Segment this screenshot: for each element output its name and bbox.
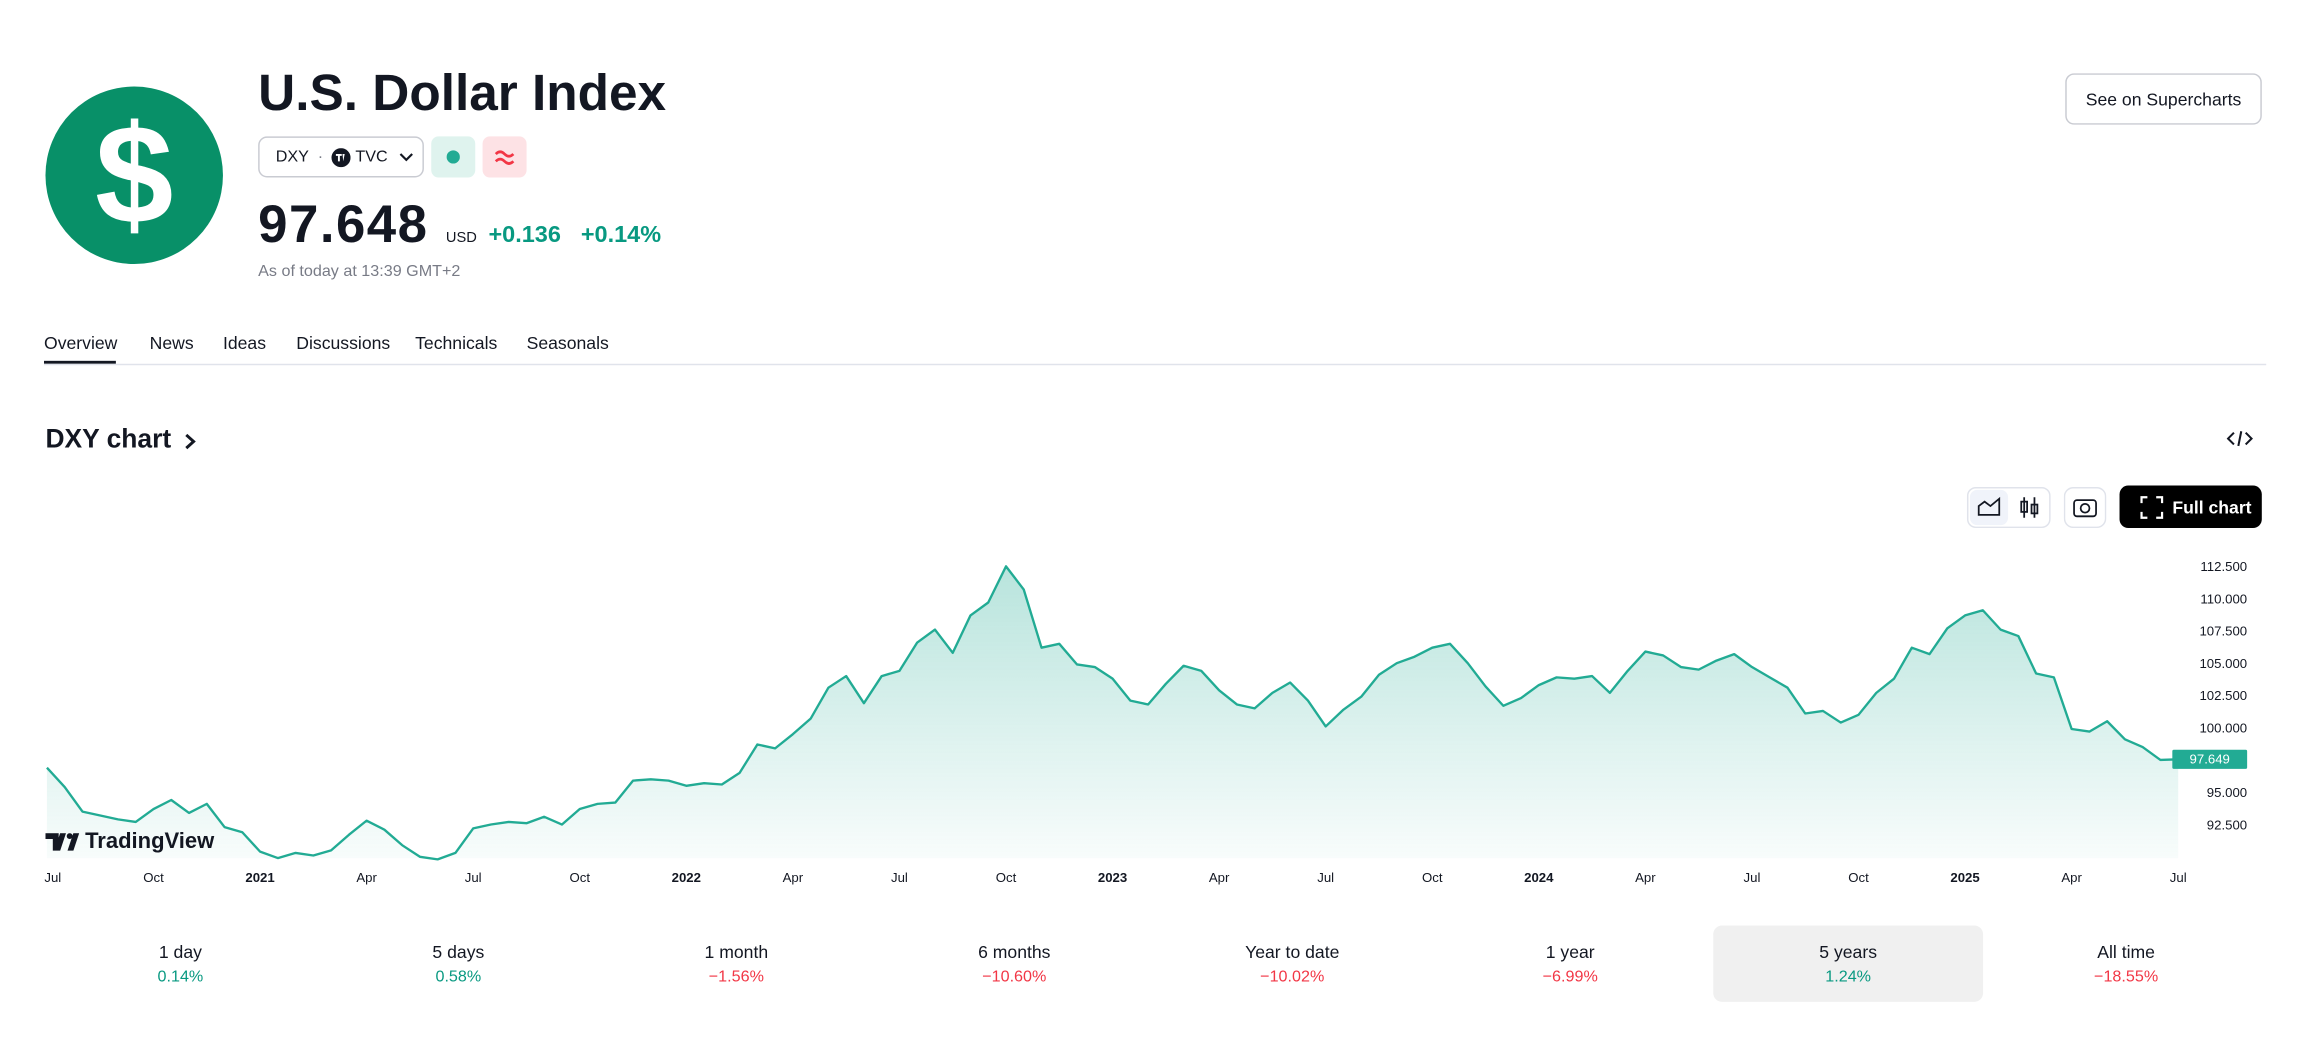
tab-underline: [44, 360, 116, 364]
performance-cell[interactable]: All time −18.55%: [1991, 926, 2261, 1002]
supercharts-button[interactable]: See on Supercharts: [2065, 73, 2262, 125]
chart-type-toggle: [1966, 486, 2051, 529]
timestamp: As of today at 13:39 GMT+2: [258, 262, 461, 281]
x-tick-label: Jul: [1744, 870, 1761, 885]
price: 97.648: [258, 193, 429, 254]
y-tick-label: 95.000: [2207, 785, 2247, 800]
tab[interactable]: Ideas: [222, 332, 267, 354]
y-tick-label: 92.500: [2207, 817, 2247, 832]
period: 6 months: [978, 941, 1051, 963]
change: −10.60%: [982, 968, 1047, 986]
wave-icon: [494, 150, 515, 165]
x-tick-label: Jul: [1317, 870, 1334, 885]
period: 5 years: [1819, 941, 1878, 963]
tab[interactable]: Discussions: [296, 332, 391, 354]
x-tick-label: 2021: [245, 870, 274, 885]
x-tick-label: Oct: [1422, 870, 1443, 885]
x-tick-label: Jul: [2170, 870, 2187, 885]
period: 5 days: [432, 941, 485, 963]
change: 0.14%: [157, 968, 204, 986]
change: 0.58%: [435, 968, 482, 986]
performance-cell[interactable]: 5 years 1.24%: [1713, 925, 1984, 1002]
performance-cell[interactable]: 5 days 0.58%: [323, 926, 593, 1002]
performance-cell[interactable]: 1 month −1.56%: [601, 926, 871, 1002]
period: 1 year: [1545, 941, 1595, 963]
period: 1 month: [704, 941, 769, 963]
fullscreen-icon: [2140, 495, 2164, 519]
performance-cell[interactable]: Year to date −10.02%: [1157, 926, 1427, 1002]
x-tick-label: 2022: [672, 870, 701, 885]
x-tick-label: Apr: [1209, 870, 1230, 885]
change: −18.55%: [2094, 968, 2159, 986]
period: 1 day: [158, 941, 202, 963]
tab[interactable]: Overview: [44, 332, 118, 354]
change: −1.56%: [708, 968, 764, 986]
x-tick-label: Oct: [143, 870, 164, 885]
x-tick-label: Apr: [356, 870, 377, 885]
symbol-pill[interactable]: DXY · TVC: [258, 136, 424, 178]
last-value-label: 97.649: [2190, 752, 2230, 767]
line: [46, 565, 2179, 861]
snapshot-button[interactable]: [2063, 486, 2107, 529]
exchange-icon: [331, 147, 352, 167]
watermark: TradingView: [45, 829, 214, 854]
exchange: TVC: [355, 148, 388, 166]
change: 1.24%: [1825, 968, 1872, 986]
change: +0.136: [488, 222, 561, 248]
watermark-logo: [45, 832, 80, 851]
x-tick-label: Jul: [891, 870, 908, 885]
currency: USD: [445, 230, 477, 247]
performance-cell[interactable]: 1 day 0.14%: [45, 926, 315, 1002]
embed-icon[interactable]: [2226, 428, 2253, 449]
market-open-badge[interactable]: [431, 136, 476, 178]
change-percent: +0.14%: [580, 222, 662, 248]
y-tick-label: 112.500: [2200, 559, 2247, 574]
full-chart-label: Full chart: [2172, 496, 2252, 518]
x-tick-label: 2024: [1524, 870, 1554, 885]
y-tick-label: 107.500: [2199, 624, 2247, 639]
x-tick-label: Oct: [1848, 870, 1869, 885]
x-tick-label: Oct: [569, 870, 590, 885]
y-tick-label: 102.500: [2199, 688, 2247, 703]
dot: ·: [317, 148, 324, 166]
divider: [44, 363, 2267, 366]
delayed-badge[interactable]: [482, 136, 527, 178]
performance-cell[interactable]: 1 year −6.99%: [1435, 926, 1705, 1002]
y-tick-label: 100.000: [2199, 720, 2247, 735]
tab[interactable]: Technicals: [415, 332, 498, 354]
area-type-button[interactable]: [1968, 488, 2009, 526]
title: U.S. Dollar Index: [258, 64, 667, 122]
full-chart-button[interactable]: Full chart: [2119, 485, 2262, 529]
x-tick-label: Jul: [44, 870, 61, 885]
x-tick-label: 2023: [1098, 870, 1127, 885]
performance-cell[interactable]: 6 months −10.60%: [879, 926, 1149, 1002]
x-tick-label: Jul: [465, 870, 482, 885]
x-tick-label: Apr: [2061, 870, 2082, 885]
title-chevron: [185, 433, 196, 450]
period: All time: [2097, 941, 2155, 963]
change: −10.02%: [1260, 968, 1325, 986]
period: Year to date: [1245, 941, 1340, 963]
x-tick-label: Apr: [1635, 870, 1656, 885]
last-value-box: [2172, 749, 2248, 769]
x-tick-label: 2025: [1950, 870, 1979, 885]
watermark-text: TradingView: [85, 828, 215, 854]
chevron: [400, 153, 414, 162]
x-tick-label: Oct: [996, 870, 1017, 885]
change: −6.99%: [1542, 968, 1598, 986]
x-tick-label: Apr: [783, 870, 804, 885]
symbol: DXY: [275, 148, 309, 166]
area: [46, 566, 2179, 860]
tab[interactable]: Seasonals: [526, 332, 609, 354]
logo: $: [45, 86, 223, 265]
y-tick-label: 105.000: [2199, 656, 2247, 671]
chart-title[interactable]: DXY chart: [45, 423, 172, 454]
y-tick-label: 110.000: [2200, 591, 2247, 606]
dot-icon: [446, 150, 460, 164]
tab[interactable]: News: [149, 332, 194, 354]
candle-type-button[interactable]: [2010, 488, 2051, 526]
